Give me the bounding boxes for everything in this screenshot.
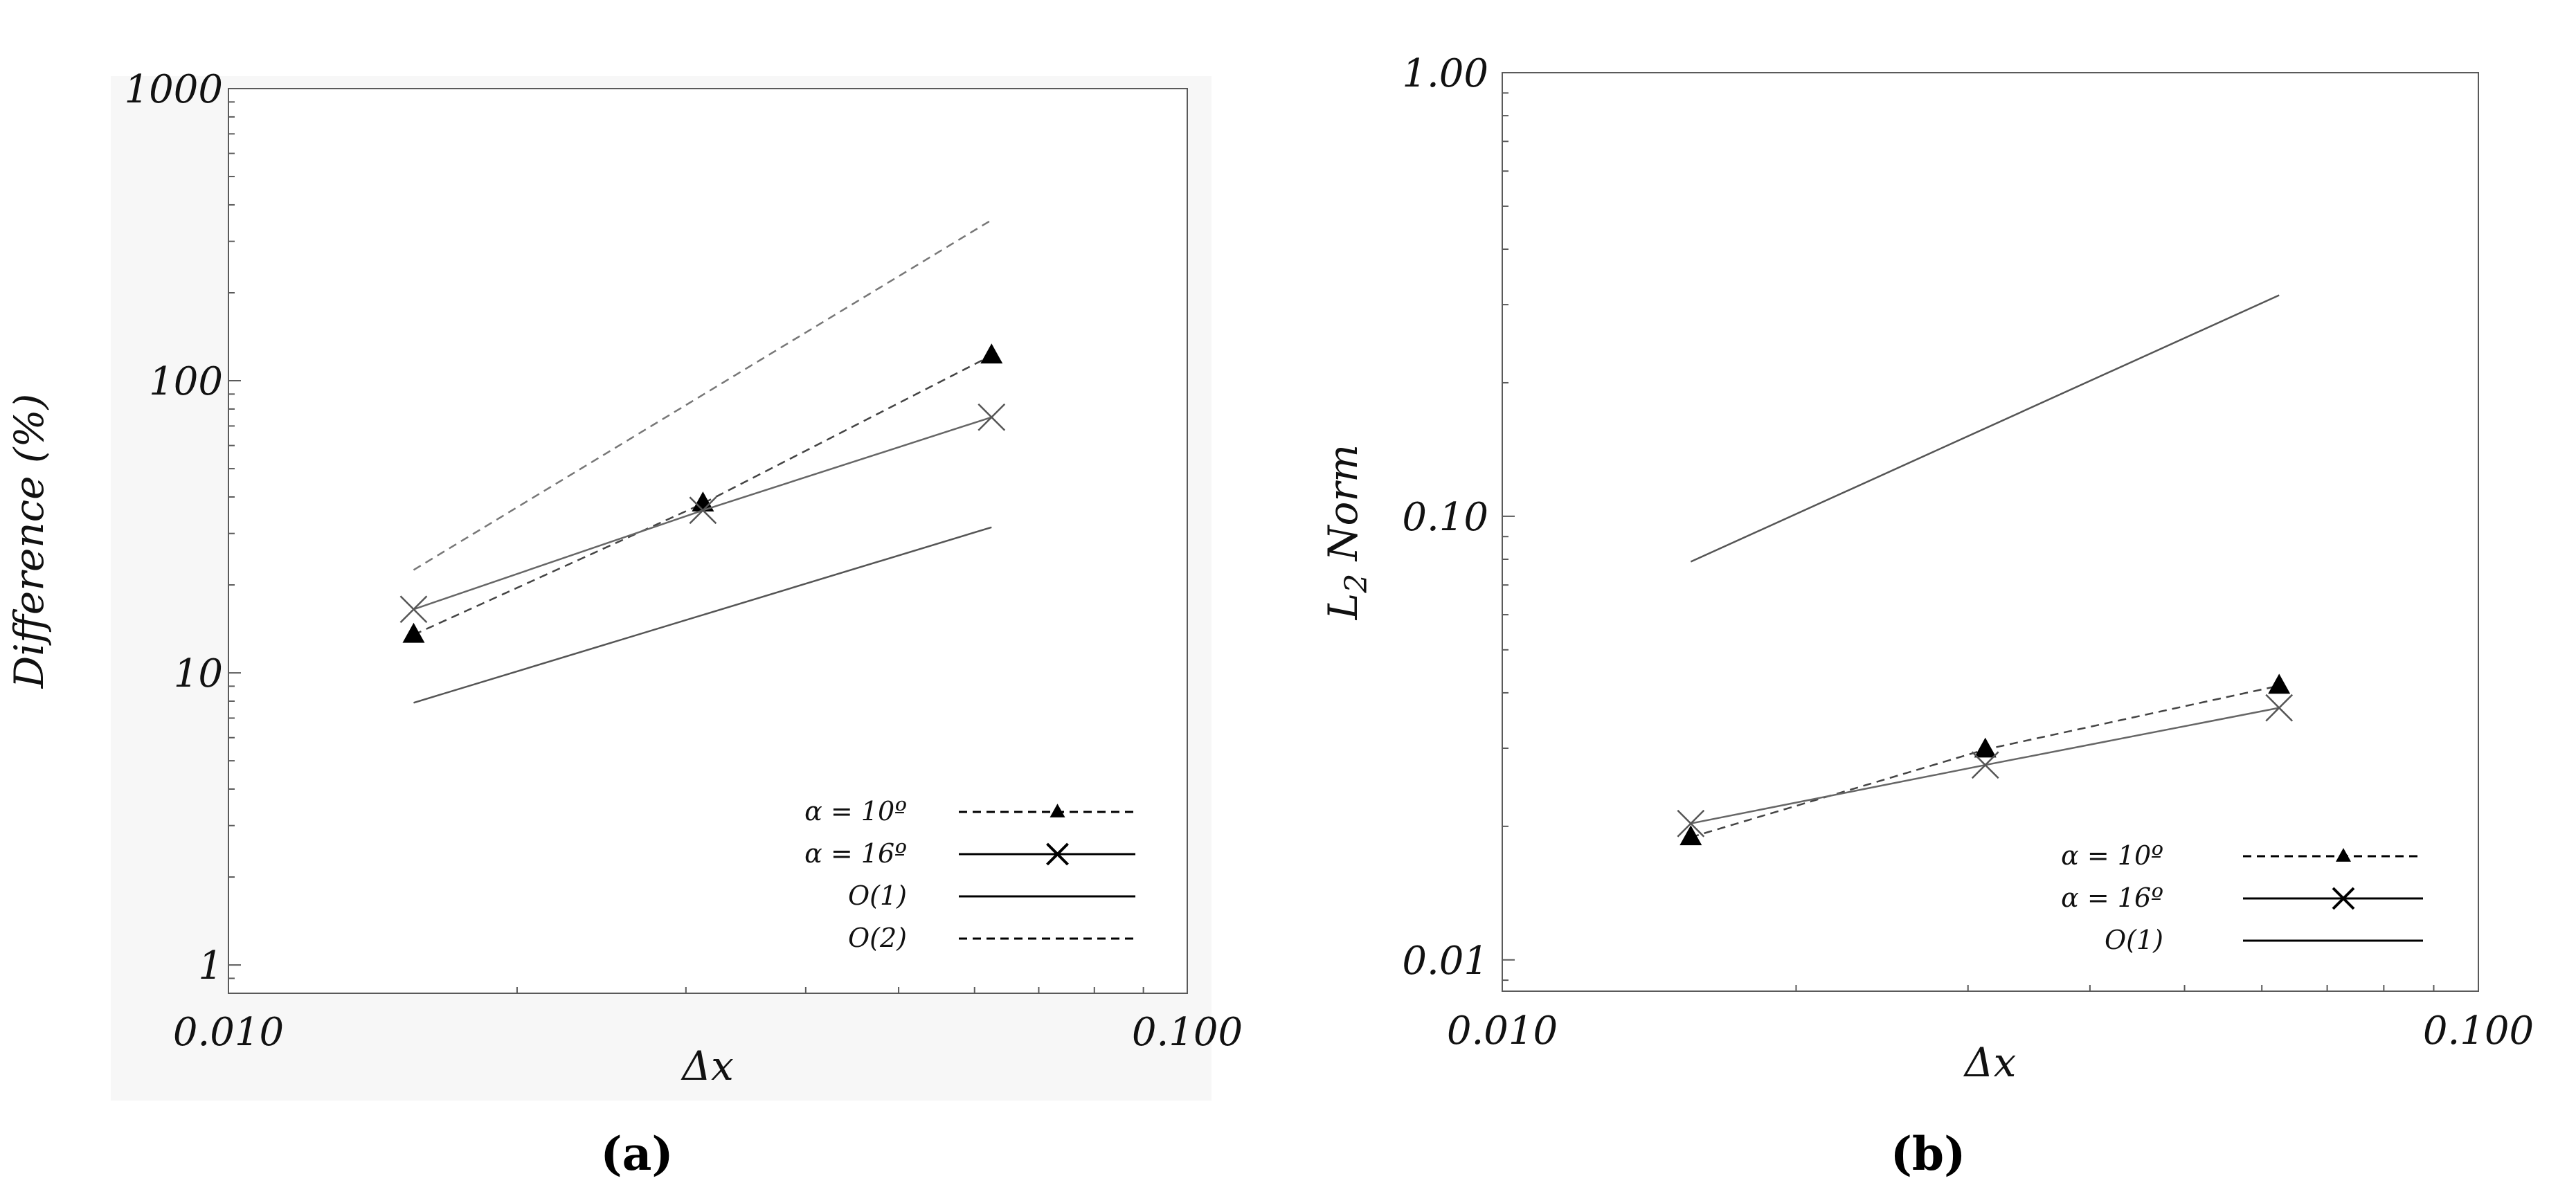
triangle-marker	[980, 343, 1003, 364]
legend-x-marker	[1046, 842, 1069, 866]
y-tick-label: 1	[198, 943, 223, 988]
triangle-marker	[402, 622, 425, 643]
legend: α = 10º α = 16º O(1) O(2)	[804, 796, 1135, 953]
plot-area-frame	[1502, 72, 2479, 992]
legend-label: α = 16º	[2061, 883, 2163, 913]
series-0	[402, 343, 1003, 643]
triangle-marker	[1974, 737, 1997, 758]
legend-label: α = 10º	[804, 796, 907, 826]
chart-panel-b: 0.01 0.10 1.00 0.010 0.100 Δx L2 Norm (b) α = 10…	[1319, 51, 2534, 1181]
series-1	[1677, 694, 2294, 838]
y-axis-label-main: L	[1319, 593, 1367, 621]
series-line	[1690, 294, 2280, 563]
x-marker	[689, 496, 717, 525]
x-marker-stroke	[1971, 751, 1999, 779]
plot-area-frame	[228, 88, 1188, 994]
x-marker-stroke	[689, 496, 717, 525]
triangle-marker	[2268, 673, 2291, 694]
series-1	[399, 403, 1006, 624]
x-tick-label: 0.010	[173, 1010, 284, 1055]
y-tick-label: 1000	[124, 67, 223, 112]
y-axis-label-subscript: 2	[1339, 574, 1374, 594]
y-axis-label-rest: Norm	[1319, 444, 1367, 574]
x-marker-stroke	[2332, 887, 2355, 910]
series-line	[413, 219, 992, 571]
x-marker	[2265, 694, 2294, 722]
series-2	[1690, 294, 2280, 563]
chart-panel-a: 1 10 100 1000 0.010 0.100 Δx Difference (%) (a) α…	[6, 67, 1243, 1181]
x-axis-label: Δx	[681, 1042, 734, 1089]
legend-triangle-marker	[2336, 848, 2351, 862]
x-axis-label: Δx	[1963, 1039, 2017, 1086]
legend-label: α = 10º	[2061, 840, 2163, 871]
y-axis-label: Difference (%)	[6, 394, 53, 689]
x-marker	[1971, 751, 1999, 779]
legend-triangle-marker	[1050, 804, 1065, 817]
panel-label: (b)	[1891, 1127, 1966, 1181]
legend-label: O(2)	[848, 923, 907, 953]
y-tick-label: 100	[149, 359, 223, 404]
x-marker-stroke	[399, 595, 428, 624]
x-marker-stroke	[2265, 694, 2294, 722]
series-2	[413, 526, 992, 704]
legend-x-marker	[2332, 887, 2355, 910]
x-marker-stroke	[1677, 809, 1705, 838]
x-tick-label: 0.100	[1132, 1010, 1243, 1055]
x-tick-label: 0.010	[1447, 1008, 1558, 1053]
x-marker-stroke	[978, 403, 1006, 431]
x-marker-stroke	[1046, 842, 1069, 866]
legend-label: O(1)	[2105, 925, 2163, 955]
y-axis-label: L2 Norm	[1319, 444, 1374, 620]
x-marker	[399, 595, 428, 624]
x-marker	[978, 403, 1006, 431]
y-tick-label: 0.10	[1402, 495, 1488, 540]
x-marker	[1677, 809, 1705, 838]
triangle-marker	[1679, 825, 1702, 846]
y-tick-label: 1.00	[1402, 51, 1488, 96]
legend: α = 10º α = 16º O(1)	[2061, 840, 2423, 955]
series-3	[413, 219, 992, 571]
series-line	[413, 354, 992, 636]
y-tick-label: 10	[174, 651, 223, 696]
series-line	[413, 526, 992, 704]
legend-label: α = 16º	[804, 838, 907, 869]
legend-label: O(1)	[848, 880, 907, 911]
panel-label: (a)	[600, 1127, 673, 1181]
x-tick-label: 0.100	[2423, 1008, 2534, 1053]
series-0	[1679, 673, 2291, 846]
y-tick-label: 0.01	[1402, 939, 1488, 984]
triangle-marker	[692, 491, 714, 512]
